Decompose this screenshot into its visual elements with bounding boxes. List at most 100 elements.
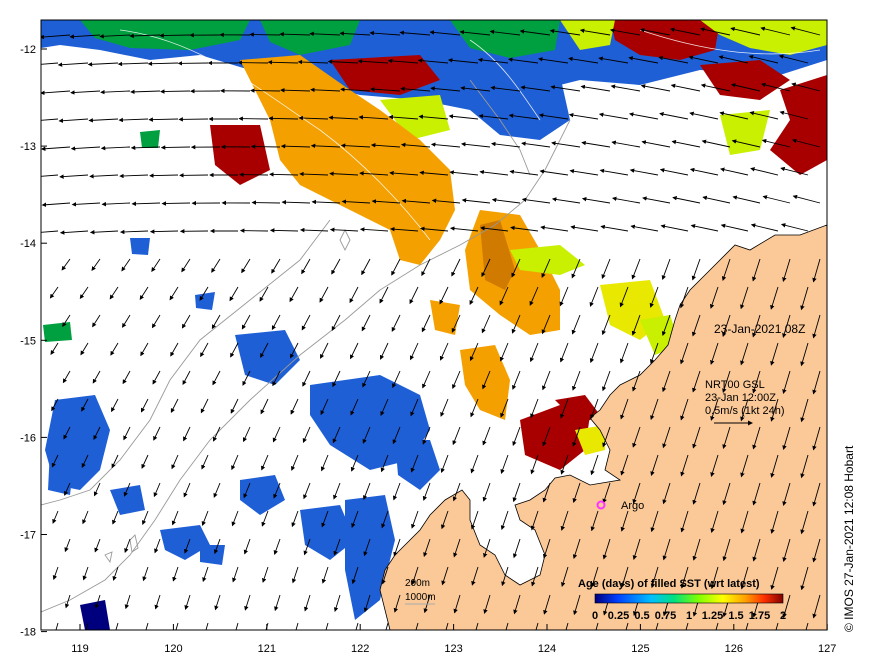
current-vector xyxy=(752,426,761,450)
current-vector xyxy=(749,111,779,120)
current-vector xyxy=(700,83,731,92)
current-vector xyxy=(124,594,131,610)
current-vector xyxy=(261,510,269,527)
current-vector xyxy=(692,426,701,449)
current-vector xyxy=(244,594,251,611)
current-vector xyxy=(535,622,539,630)
current-vector xyxy=(740,398,749,422)
current-vector xyxy=(812,314,821,339)
current-vector xyxy=(41,146,71,151)
current-vector xyxy=(632,370,641,392)
current-vector xyxy=(279,31,311,37)
current-vector xyxy=(792,194,821,204)
current-vector xyxy=(441,566,449,586)
current-vector xyxy=(571,258,581,279)
current-vector xyxy=(721,258,731,281)
current-vector xyxy=(549,28,581,36)
current-vector xyxy=(479,169,509,176)
current-vector xyxy=(620,510,629,532)
current-vector xyxy=(560,454,569,475)
current-vector xyxy=(51,398,59,412)
current-vector xyxy=(470,510,479,530)
current-vector xyxy=(51,454,59,468)
current-vector xyxy=(659,168,689,176)
current-vector xyxy=(171,454,179,470)
current-vector xyxy=(291,566,299,584)
current-vector xyxy=(422,370,431,389)
current-vector xyxy=(631,314,641,336)
current-vector xyxy=(260,398,269,415)
current-vector xyxy=(500,510,509,531)
current-vector xyxy=(632,538,641,560)
current-vector xyxy=(370,87,401,92)
colorbar-ticks: 0 0.25 0.5 0.75 1 1.25 1.5 1.75 2 xyxy=(592,610,786,622)
current-vector xyxy=(590,398,599,420)
current-vector xyxy=(710,454,719,477)
current-vector xyxy=(151,258,161,272)
current-vector xyxy=(59,230,89,235)
current-vector xyxy=(568,112,599,120)
current-vector xyxy=(151,314,161,329)
current-vector xyxy=(511,314,521,334)
current-vector xyxy=(147,61,179,66)
current-vector xyxy=(688,55,719,64)
current-vector xyxy=(620,398,629,420)
current-vector xyxy=(730,83,761,92)
current-vector xyxy=(212,370,221,386)
current-vector xyxy=(200,342,209,358)
current-vector xyxy=(359,227,389,232)
current-vector xyxy=(700,27,731,36)
current-vector xyxy=(271,258,281,274)
current-vector xyxy=(171,510,179,526)
current-vector xyxy=(650,566,659,589)
current-vector xyxy=(542,482,551,503)
current-vector xyxy=(154,594,161,610)
current-vector xyxy=(325,622,329,630)
current-vector xyxy=(93,482,101,497)
current-vector xyxy=(710,398,719,421)
current-vector xyxy=(470,398,479,418)
current-vector xyxy=(778,54,809,64)
current-vector xyxy=(411,510,419,529)
lat-tick-label: -18 xyxy=(20,627,36,639)
current-vector xyxy=(241,314,251,330)
current-vector xyxy=(123,482,131,497)
current-vector xyxy=(153,426,161,441)
current-vector xyxy=(482,482,491,502)
isobath-lines-white xyxy=(119,29,821,241)
current-vector xyxy=(440,398,449,417)
lon-tick-label: 121 xyxy=(258,643,276,655)
current-vector xyxy=(201,510,209,526)
current-vector xyxy=(362,482,371,501)
current-vector xyxy=(452,370,461,390)
current-vector xyxy=(790,26,821,36)
current-vector xyxy=(752,314,761,338)
current-vector xyxy=(572,538,581,560)
current-vector xyxy=(182,370,191,385)
current-vector xyxy=(543,594,551,615)
current-vector xyxy=(392,482,401,501)
current-vector xyxy=(791,138,821,148)
current-vector xyxy=(272,426,281,443)
current-vector xyxy=(183,426,191,442)
current-vector xyxy=(393,594,401,613)
current-vector xyxy=(530,398,539,419)
current-vector xyxy=(321,566,329,584)
current-vector xyxy=(350,454,359,472)
current-vector xyxy=(161,201,191,206)
lon-tick-label: 124 xyxy=(538,643,556,655)
current-vector xyxy=(181,258,191,273)
current-vector xyxy=(770,454,779,478)
current-vector xyxy=(231,510,239,527)
current-vector xyxy=(540,225,569,232)
current-vector xyxy=(361,314,371,332)
colorbar-tick-label: 1.5 xyxy=(728,610,743,622)
current-vector xyxy=(362,370,371,388)
current-vector xyxy=(619,286,629,308)
current-vector xyxy=(440,510,449,530)
colorbar-tick-label: 0.75 xyxy=(655,610,676,622)
current-vector xyxy=(511,258,521,278)
current-vector xyxy=(41,202,71,207)
current-vector xyxy=(363,594,371,613)
